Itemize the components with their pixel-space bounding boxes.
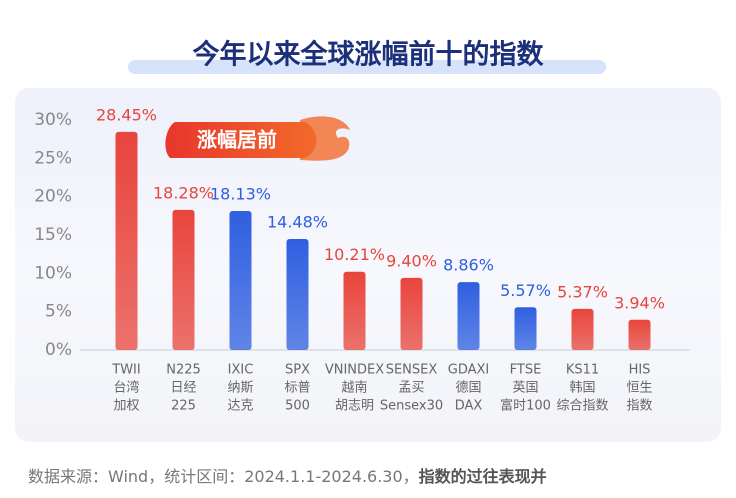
source: 数据来源：Wind，统计区间：2024.1.1-2024.6.30，指数的过往表… <box>28 467 547 486</box>
value-label: 3.94% <box>614 293 665 312</box>
bar <box>400 277 423 350</box>
value-label: 18.28% <box>153 183 214 202</box>
x-tick-label: N225 <box>166 363 201 378</box>
source-bold: 指数的过往表现并 <box>419 467 547 486</box>
value-label: 5.37% <box>557 282 608 301</box>
bar <box>229 211 252 350</box>
value-label: 10.21% <box>324 245 385 264</box>
bar <box>514 307 537 350</box>
x-tick-label: 日经 <box>170 381 196 396</box>
x-tick-label: IXIC <box>228 363 254 378</box>
bar <box>628 319 651 350</box>
x-tick-label: 纳斯 <box>227 381 253 396</box>
x-tick-label: 恒生 <box>626 381 652 396</box>
value-label: 8.86% <box>443 256 494 275</box>
bar <box>286 238 309 350</box>
x-tick-label: 孟买 <box>398 381 424 396</box>
y-tick-label: 0% <box>45 340 72 360</box>
x-tick-label: 英国 <box>512 381 538 396</box>
y-tick-label: 15% <box>34 225 72 245</box>
x-tick-label: SENSEX <box>386 363 438 378</box>
x-tick-label: GDAXI <box>448 363 490 378</box>
x-tick-label: 胡志明 <box>335 399 374 414</box>
value-label: 28.45% <box>96 105 157 124</box>
panel <box>15 88 721 442</box>
bar <box>343 271 366 350</box>
y-tick-label: 30% <box>34 110 72 130</box>
y-tick-label: 25% <box>34 148 72 168</box>
x-tick-label: 富时100 <box>500 398 551 414</box>
badge: 涨幅居前 <box>165 116 350 161</box>
x-tick-label: DAX <box>455 399 483 414</box>
x-tick-label: 达克 <box>227 399 253 414</box>
value-label: 14.48% <box>267 212 328 231</box>
x-tick-label: 225 <box>171 399 196 414</box>
bar <box>457 282 480 350</box>
x-tick-label: HIS <box>629 363 651 378</box>
bar <box>115 131 138 350</box>
bar <box>172 209 195 350</box>
x-tick-label: SPX <box>285 363 310 378</box>
x-tick-label: VNINDEX <box>325 363 384 378</box>
badge-text: 涨幅居前 <box>197 128 277 152</box>
x-tick-label: 德国 <box>455 381 481 396</box>
title-highlight <box>128 60 606 74</box>
x-tick-label: FTSE <box>510 363 542 378</box>
y-tick-label: 10% <box>34 263 72 283</box>
y-tick-label: 20% <box>34 187 72 207</box>
x-tick-label: Sensex30 <box>380 399 443 414</box>
value-label: 5.57% <box>500 281 551 300</box>
x-tick-label: 台湾 <box>113 380 139 396</box>
x-tick-label: 500 <box>285 399 310 414</box>
bar <box>571 308 594 350</box>
x-tick-label: 加权 <box>113 398 139 414</box>
x-tick-label: 越南 <box>341 380 367 396</box>
value-label: 9.40% <box>386 251 437 270</box>
chart-title: 今年以来全球涨幅前十的指数 <box>193 39 545 71</box>
x-tick-label: 标普 <box>284 381 310 396</box>
x-tick-label: 综合指数 <box>556 399 608 414</box>
y-tick-label: 5% <box>45 302 72 322</box>
source-text: 数据来源：Wind，统计区间：2024.1.1-2024.6.30， <box>28 467 419 486</box>
x-tick-label: KS11 <box>566 363 599 378</box>
x-tick-label: 指数 <box>626 399 652 414</box>
value-label: 18.13% <box>210 185 271 204</box>
x-tick-label: TWII <box>111 363 140 378</box>
x-tick-label: 韩国 <box>569 381 595 396</box>
